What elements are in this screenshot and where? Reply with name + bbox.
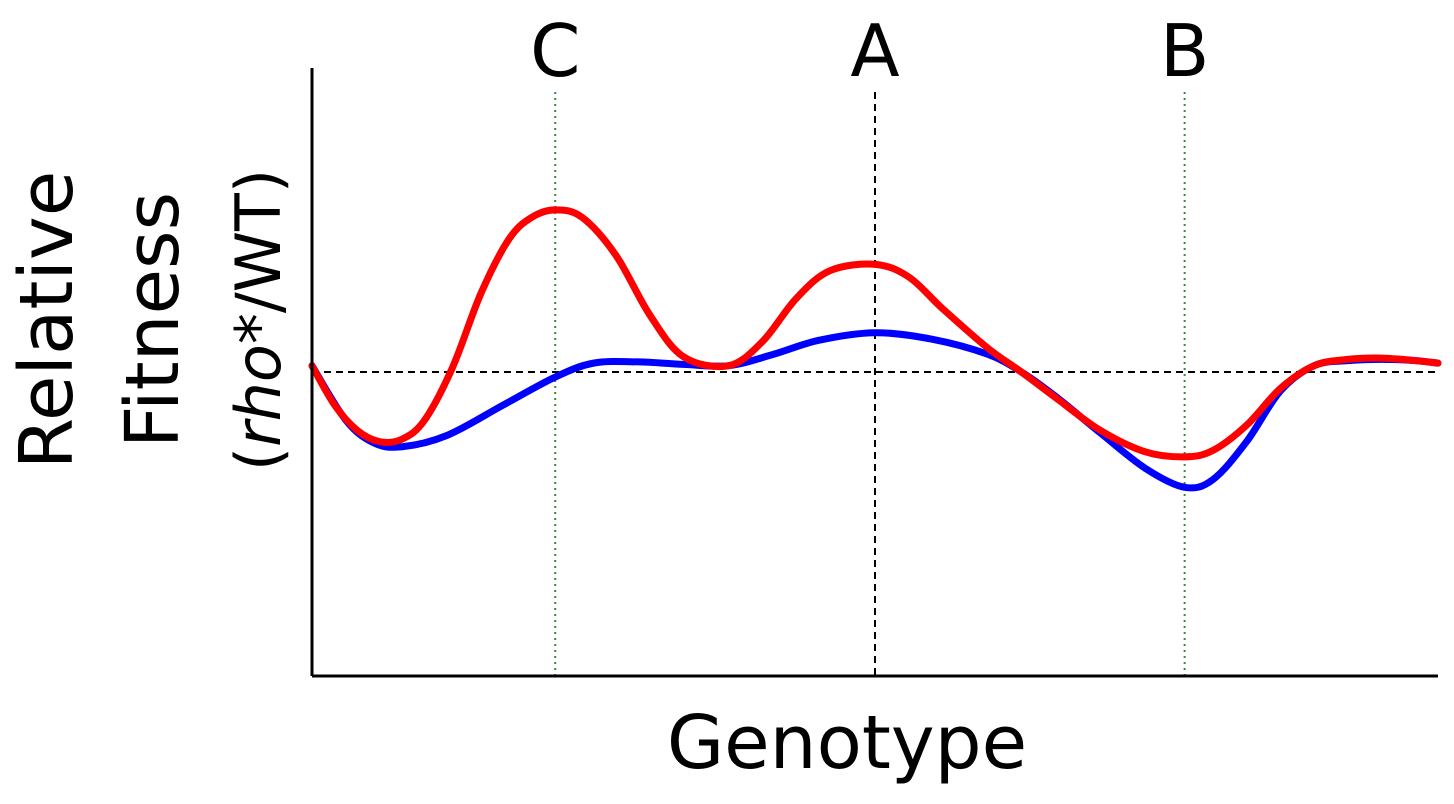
series-layer bbox=[308, 206, 1442, 492]
y-axis-label-line-1: Relative bbox=[4, 171, 90, 469]
marker-label-c: C bbox=[530, 9, 580, 93]
red-fitness-curve bbox=[308, 206, 1442, 461]
marker-label-a: A bbox=[850, 9, 899, 93]
y-axis-label-line-3: (rho*/WT) bbox=[222, 169, 295, 471]
y-axis-label-italic: rho bbox=[222, 344, 295, 447]
marker-label-b: B bbox=[1160, 9, 1209, 93]
x-axis-label: Genotype bbox=[667, 700, 1027, 786]
y-axis-label-suffix: */WT) bbox=[222, 169, 295, 344]
y-axis-label-line-2: Fitness bbox=[110, 192, 196, 448]
marker-lines bbox=[554, 92, 1186, 676]
y-axis-label-prefix: ( bbox=[222, 447, 295, 471]
